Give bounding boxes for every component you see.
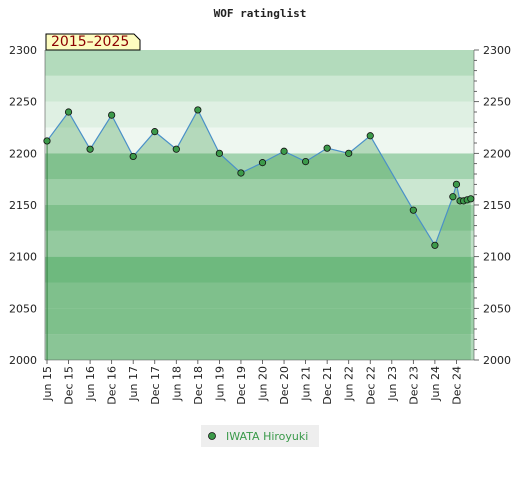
x-tick-label: Dec 16 [106,366,119,405]
x-tick-label: Jun 15 [41,366,54,402]
x-tick-label: Dec 22 [364,366,377,405]
legend-marker [208,432,216,440]
y-tick-label-left: 2100 [9,251,37,264]
data-point [129,152,137,161]
x-tick-label: Dec 23 [407,366,420,405]
band-2250 [45,75,474,102]
chart-title: WOF ratinglist [214,7,307,20]
band-2000 [45,334,474,360]
y-tick-label-right: 2000 [483,354,511,367]
data-point [215,149,223,157]
band-2100 [45,230,474,257]
x-tick-label: Jun 17 [127,366,140,402]
band-2125 [45,205,474,231]
data-point [194,106,202,114]
series-area [46,108,471,360]
axes: 2000 2000 2050 2050 2100 2100 2150 2150 2200 2200… [9,44,511,405]
x-tick-label: Dec 20 [278,366,291,405]
data-point [172,145,180,153]
y-tick-label-left: 2000 [9,354,37,367]
data-point [86,145,94,153]
y-tick-label-left: 2200 [9,147,37,160]
legend-label: IWATA Hiroyuki [226,430,308,443]
x-tick-label: Dec 18 [192,366,205,405]
x-tick-label: Jun 18 [170,366,183,402]
data-point [43,137,51,145]
band-2050 [45,282,474,309]
y-tick-label-left: 2050 [9,302,37,315]
data-point [467,195,475,203]
x-tick-label: Dec 24 [450,366,463,405]
data-point [280,147,288,155]
x-tick-label: Jun 23 [386,366,399,402]
legend: IWATA Hiroyuki [201,425,319,447]
data-point [452,180,461,188]
band-2275 [45,50,474,76]
y-tick-label-right: 2100 [483,251,511,264]
x-tick-label: Jun 20 [257,366,270,402]
data-point [301,158,310,166]
period-badge-text: 2015–2025 [51,34,129,50]
y-tick-label-left: 2150 [9,199,37,212]
x-tick-label: Jun 19 [213,366,226,402]
y-tick-label-right: 2050 [483,302,511,315]
rating-bands [45,50,474,360]
band-2200 [45,127,474,154]
series-points [43,106,475,249]
data-point [366,132,374,140]
data-point [108,111,116,119]
period-badge: 2015–2025 [45,33,141,51]
x-tick-label: Jun 21 [300,366,313,402]
y-tick-label-right: 2250 [483,96,511,109]
band-2175 [45,153,474,180]
y-tick-label-left: 2300 [9,44,37,57]
x-tick-label: Dec 15 [63,366,76,405]
y-tick-label-right: 2300 [483,44,511,57]
period-badge-box [45,33,141,51]
band-2075 [45,256,474,283]
data-point [237,169,245,177]
x-tick-label: Dec 21 [321,366,334,405]
band-2025 [45,308,474,335]
y-tick-label-right: 2200 [483,147,511,160]
data-point [449,193,457,201]
x-tick-label: Jun 22 [343,366,356,402]
series-area-fill [47,109,471,360]
data-point [323,144,331,152]
data-point [431,241,439,249]
data-point [151,128,159,136]
x-tick-label: Dec 17 [149,366,162,405]
legend-box [201,425,319,447]
x-tick-label: Jun 16 [84,366,97,402]
y-tick-label-right: 2150 [483,199,511,212]
x-tick-label: Jun 24 [429,366,442,402]
data-point [258,159,267,167]
data-point [345,149,353,157]
y-tick-label-left: 2250 [9,96,37,109]
data-point [409,206,417,214]
data-point [64,108,73,116]
x-tick-label: Dec 19 [235,366,248,405]
